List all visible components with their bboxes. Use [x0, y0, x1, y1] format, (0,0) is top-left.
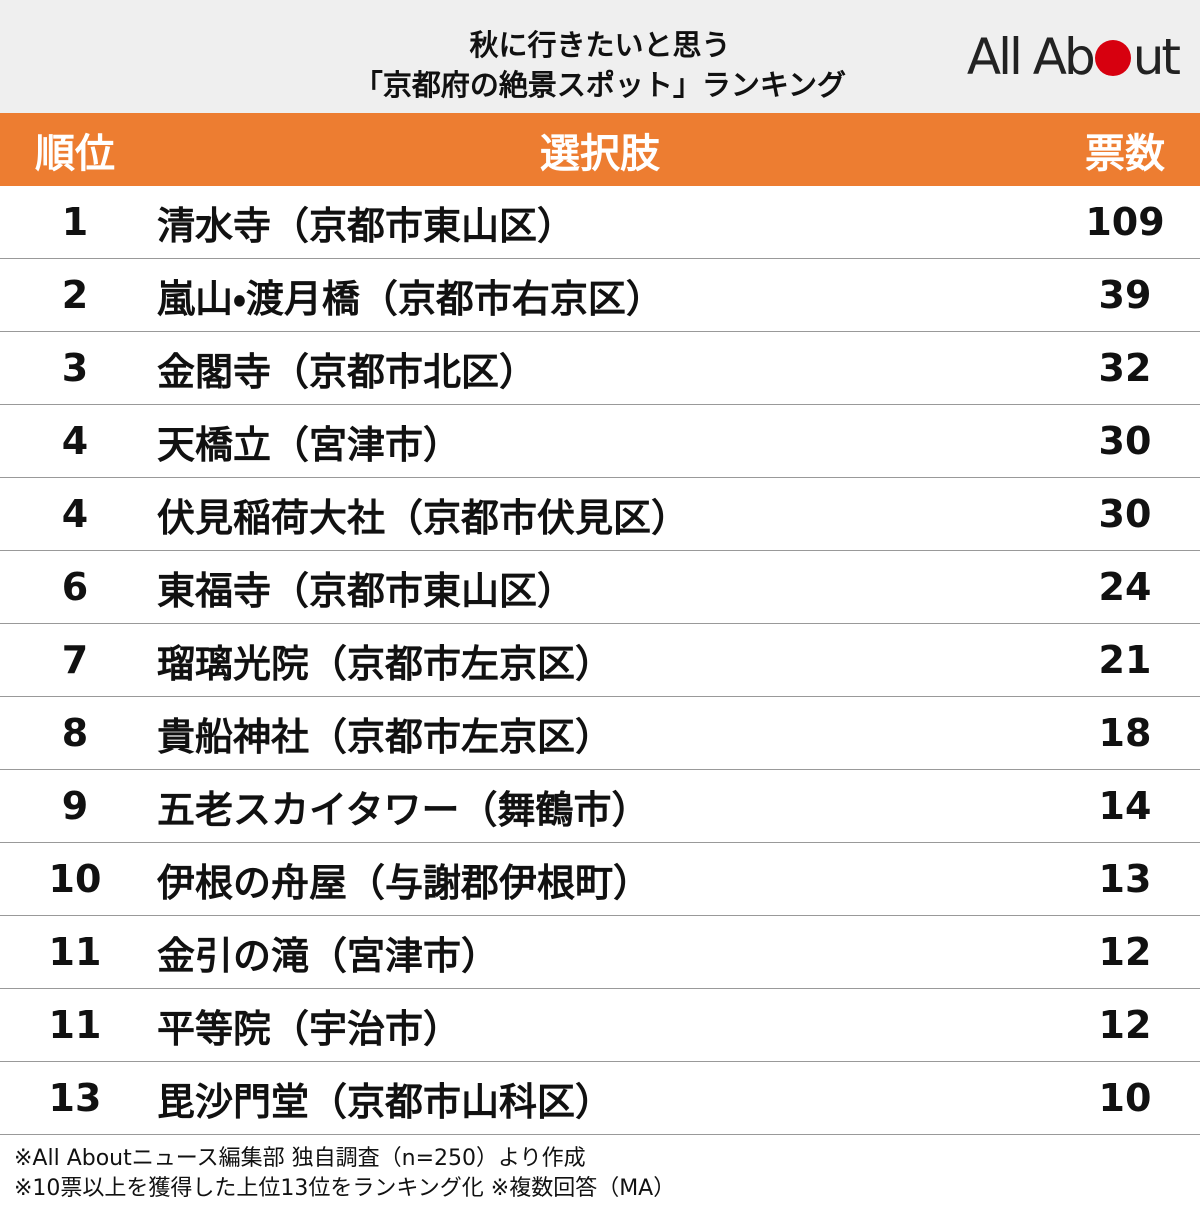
spot: 東福寺（京都市東山区）: [157, 568, 576, 613]
footnote: ※10票以上を獲得した上位13位をランキング化 ※複数回答（MA）: [14, 1176, 676, 1201]
spot: 貴船神社（京都市左京区）: [157, 714, 614, 759]
votes: 14: [1098, 784, 1152, 828]
spot: 嵐山・渡月橋（京都市右京区）: [157, 276, 664, 321]
rank: 4: [61, 492, 89, 536]
votes: 109: [1085, 200, 1165, 244]
rank: 2: [61, 273, 89, 317]
votes: 12: [1098, 930, 1152, 974]
table-row: 9 五老スカイタワー（舞鶴市） 14: [0, 770, 1200, 843]
spot: 金引の滝（宮津市）: [157, 933, 500, 978]
table-row: 4 伏見稲荷大社（京都市伏見区） 30: [0, 478, 1200, 551]
votes: 24: [1098, 565, 1152, 609]
table-row: 10 伊根の舟屋（与謝郡伊根町） 13: [0, 843, 1200, 916]
table-row: 7 瑠璃光院（京都市左京区） 21: [0, 624, 1200, 697]
rank: 11: [48, 1003, 102, 1047]
spot: 伏見稲荷大社（京都市伏見区）: [157, 495, 690, 540]
votes: 30: [1098, 492, 1152, 536]
votes: 12: [1098, 1003, 1152, 1047]
rank: 13: [48, 1076, 102, 1120]
rank: 10: [48, 857, 102, 901]
table-row: 3 金閣寺（京都市北区） 32: [0, 332, 1200, 405]
votes: 18: [1098, 711, 1152, 755]
table-row: 1 清水寺（京都市東山区） 109: [0, 186, 1200, 259]
rank: 6: [61, 565, 89, 609]
spot: 天橋立（宮津市）: [157, 422, 462, 467]
column-header: 選択肢: [540, 130, 660, 177]
votes: 13: [1098, 857, 1152, 901]
table-row: 13 毘沙門堂（京都市山科区） 10: [0, 1062, 1200, 1135]
votes: 30: [1098, 419, 1152, 463]
column-header: 票数: [1085, 130, 1165, 177]
rank: 8: [61, 711, 89, 755]
spot: 平等院（宇治市）: [157, 1006, 462, 1051]
votes: 32: [1098, 346, 1152, 390]
table-row: 2 嵐山・渡月橋（京都市右京区） 39: [0, 259, 1200, 332]
table-row: 6 東福寺（京都市東山区） 24: [0, 551, 1200, 624]
table-header: 順位 選択肢 票数: [0, 113, 1200, 186]
footnote: ※All Aboutニュース編集部 独自調査（n=250）より作成: [14, 1146, 586, 1171]
column-header: 順位: [35, 130, 115, 177]
table-row: 4 天橋立（宮津市） 30: [0, 405, 1200, 478]
header: 秋に行きたいと思う 「京都府の絶景スポット」ランキング All Abo ut: [0, 0, 1200, 113]
rank: 7: [61, 638, 89, 682]
spot: 清水寺（京都市東山区）: [157, 203, 576, 248]
votes: 21: [1098, 638, 1152, 682]
rank: 1: [61, 200, 89, 244]
votes: 10: [1098, 1076, 1152, 1120]
rank: 9: [61, 784, 89, 828]
spot: 瑠璃光院（京都市左京区）: [157, 641, 614, 686]
table-row: 11 金引の滝（宮津市） 12: [0, 916, 1200, 989]
table-row: 11 平等院（宇治市） 12: [0, 989, 1200, 1062]
rank: 3: [61, 346, 89, 390]
rank: 11: [48, 930, 102, 974]
spot: 五老スカイタワー（舞鶴市）: [157, 787, 650, 832]
spot: 毘沙門堂（京都市山科区）: [157, 1079, 614, 1124]
logo: All Abo ut: [966, 28, 1181, 86]
spot: 金閣寺（京都市北区）: [157, 349, 538, 394]
spot: 伊根の舟屋（与謝郡伊根町）: [157, 860, 652, 905]
title-line: 「京都府の絶景スポット」ランキング: [353, 68, 847, 102]
rank: 4: [61, 419, 89, 463]
table-row: 8 貴船神社（京都市左京区） 18: [0, 697, 1200, 770]
votes: 39: [1098, 273, 1152, 317]
title-line: 秋に行きたいと思う: [469, 28, 731, 62]
